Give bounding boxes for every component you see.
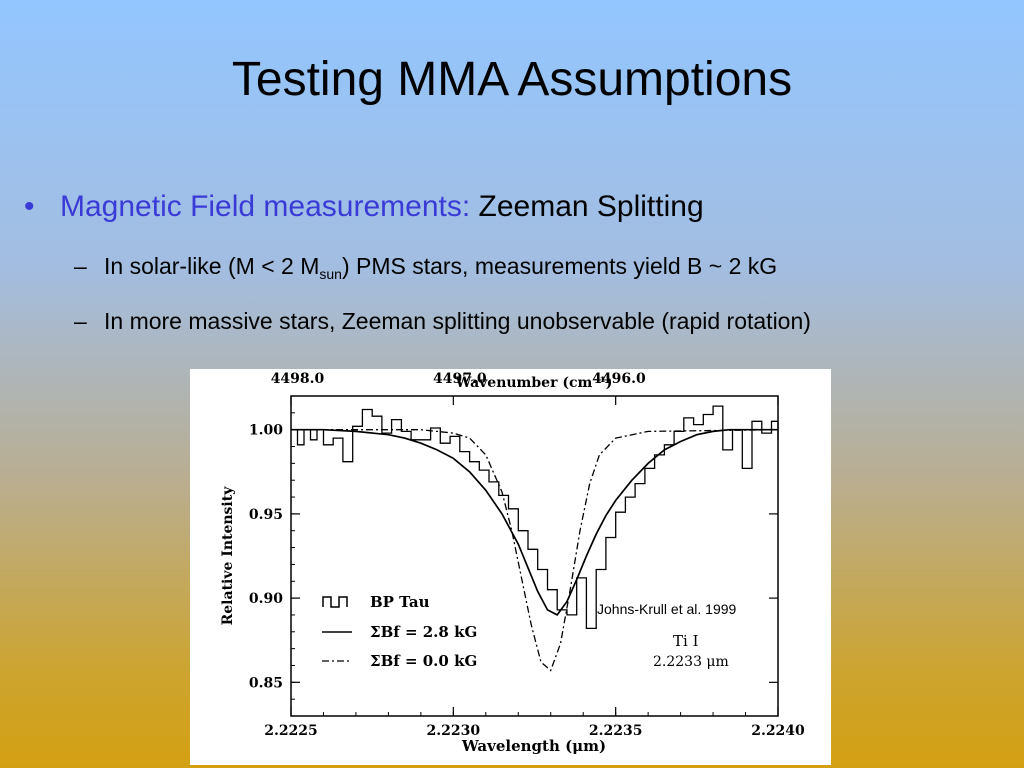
x-axis-label: Wavelength (μm) — [461, 737, 606, 755]
x-tick-label: 2.2235 — [589, 723, 643, 739]
legend: BP Tau ΣBf = 2.8 kG ΣBf = 0.0 kG — [322, 593, 477, 670]
legend-label-0-0kg: ΣBf = 0.0 kG — [370, 652, 477, 670]
sub2-text: In more massive stars, Zeeman splitting … — [104, 308, 811, 334]
series-line-1 — [291, 428, 778, 616]
bullet-dot-icon: • — [24, 190, 35, 223]
credit-annotation: Johns-Krull et al. 1999 — [597, 601, 737, 617]
top-tick-label: 4498.0 — [271, 371, 325, 387]
bullet-label: Magnetic Field measurements: — [60, 190, 471, 223]
sub1-subscript: sun — [319, 266, 342, 282]
y-tick-label: 1.00 — [249, 423, 283, 439]
y-tick-label: 0.95 — [249, 507, 283, 523]
dash-icon: – — [74, 308, 87, 334]
legend-swatch-bp-tau — [322, 596, 348, 608]
top-axis-label: Wavenumber (cm⁻¹) — [455, 375, 613, 391]
top-tick-label: 4496.0 — [592, 371, 646, 387]
legend-label-2-8kg: ΣBf = 2.8 kG — [370, 623, 477, 641]
y-axis-label: Relative Intensity — [220, 486, 236, 626]
spectrum-figure: 2.2225 2.2230 2.2235 2.2240 0.85 0.90 0.95 1.00… — [190, 369, 831, 765]
line-center-label: 2.2233 μm — [653, 654, 729, 670]
bullet-magnetic-field: • Magnetic Field measurements: Zeeman Spl… — [24, 190, 704, 224]
bullet-value: Zeeman Splitting — [478, 190, 704, 223]
series-line-2 — [291, 429, 779, 672]
axis-ticks: 2.2225 2.2230 2.2235 2.2240 0.85 0.90 0.95 1.00… — [249, 371, 805, 739]
x-tick-label: 2.2225 — [264, 723, 318, 739]
sub1-text-pre: In solar-like (M < 2 M — [104, 253, 320, 279]
sub-bullet-massive: – In more massive stars, Zeeman splitting… — [74, 308, 811, 335]
top-tick-label: 4497.0 — [433, 371, 487, 387]
legend-label-bp-tau: BP Tau — [370, 593, 430, 611]
sub1-text-post: ) PMS stars, measurements yield B ~ 2 kG — [341, 253, 778, 279]
x-tick-label: 2.2240 — [751, 723, 805, 739]
dash-icon: – — [74, 253, 87, 279]
y-tick-label: 0.90 — [249, 591, 283, 607]
plot-frame — [290, 395, 779, 717]
series-line-0 — [291, 405, 779, 630]
series-group — [291, 405, 779, 672]
sub-bullet-solar-like: – In solar-like (M < 2 Msun) PMS stars, m… — [74, 253, 777, 282]
spectrum-chart: 2.2225 2.2230 2.2235 2.2240 0.85 0.90 0.95 1.00… — [220, 371, 805, 755]
slide-title: Testing MMA Assumptions — [231, 53, 793, 106]
species-label: Ti I — [673, 632, 699, 650]
x-tick-label: 2.2230 — [427, 723, 481, 739]
y-tick-label: 0.85 — [249, 675, 283, 691]
